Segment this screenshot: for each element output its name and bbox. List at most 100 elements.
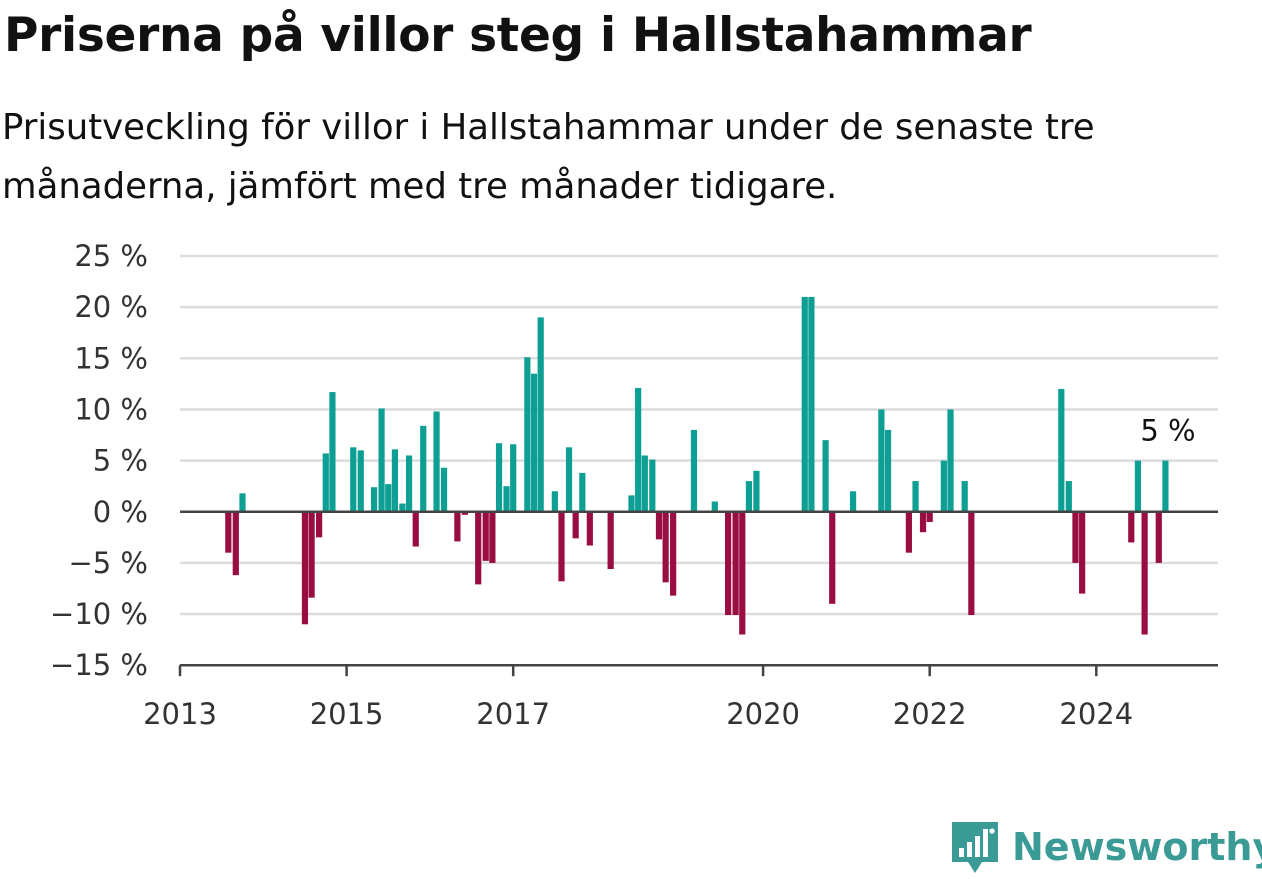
bar-negative xyxy=(558,511,565,582)
bar-negative xyxy=(1141,511,1148,635)
bar-positive xyxy=(420,425,427,512)
bar-positive xyxy=(399,503,406,512)
x-axis-labels: 2013 2015 2017 2020 2022 2024 xyxy=(143,697,1133,731)
bar-positive xyxy=(884,429,892,512)
x-tick-label: 2017 xyxy=(476,697,550,731)
bar-negative xyxy=(725,511,732,616)
y-tick-label: 0 % xyxy=(93,495,148,529)
bar-positive xyxy=(551,491,558,512)
bar-positive xyxy=(878,409,885,512)
bar-negative xyxy=(461,511,468,515)
bar-positive xyxy=(1162,460,1169,512)
bar-negative xyxy=(454,511,461,542)
bar-negative xyxy=(572,511,579,539)
bar-positive xyxy=(641,455,648,512)
bar-positive xyxy=(753,470,760,512)
bar-positive xyxy=(1065,481,1072,512)
chart-title: Priserna på villor steg i Hallstahammar xyxy=(4,8,1032,63)
bar-negative xyxy=(308,511,315,598)
bar-negative xyxy=(919,511,927,533)
bar-positive xyxy=(537,317,544,512)
bar-positive xyxy=(579,472,586,512)
bar-negative xyxy=(1155,511,1162,563)
y-tick-label: 15 % xyxy=(74,341,148,375)
annotations: 5 % xyxy=(1140,414,1195,448)
bar-positive xyxy=(239,493,246,512)
bar-negative xyxy=(732,511,739,616)
bars xyxy=(225,296,1169,635)
bar-positive xyxy=(405,455,413,512)
y-tick-label: −5 % xyxy=(68,546,148,580)
bar-positive xyxy=(961,481,968,512)
newsworthy-logo-text: Newsworthy xyxy=(1012,825,1262,869)
bar-positive xyxy=(370,487,378,512)
bar-negative xyxy=(1079,511,1086,594)
y-tick-label: 10 % xyxy=(74,392,148,426)
bar-positive xyxy=(565,447,573,512)
bar-positive xyxy=(745,481,753,512)
bar-positive xyxy=(940,460,947,512)
bar-negative xyxy=(968,511,975,616)
bar-positive xyxy=(329,392,336,512)
bar-negative xyxy=(482,511,489,561)
bar-positive xyxy=(649,459,656,512)
bar-positive xyxy=(385,484,392,512)
bar-positive xyxy=(912,481,919,512)
newsworthy-logo-icon xyxy=(952,822,998,873)
bar-negative xyxy=(586,511,593,546)
bar-positive xyxy=(628,495,635,512)
bar-positive xyxy=(1058,388,1065,512)
bar-negative xyxy=(829,511,836,604)
y-tick-label: 20 % xyxy=(74,290,148,324)
y-tick-label: −15 % xyxy=(50,648,148,682)
bar-negative xyxy=(905,511,912,553)
bar-negative xyxy=(301,511,309,625)
bar-negative xyxy=(316,511,323,538)
bar-negative xyxy=(655,511,663,540)
bar-positive xyxy=(530,373,538,512)
newsworthy-logo[interactable]: Newsworthy xyxy=(948,818,1262,876)
axes xyxy=(178,510,1218,677)
bar-positive xyxy=(440,467,448,512)
bar-positive xyxy=(808,296,815,512)
y-tick-label: −10 % xyxy=(50,597,148,631)
bar-positive xyxy=(495,443,503,512)
bar-positive xyxy=(711,501,718,512)
x-tick-label: 2013 xyxy=(143,697,217,731)
y-axis-labels: 25 % 20 % 15 % 10 % 5 % 0 % −5 % −10 % −15 % xyxy=(50,239,148,682)
bar-positive xyxy=(822,440,829,512)
x-tick-label: 2015 xyxy=(310,697,384,731)
bar-positive xyxy=(849,491,857,512)
bar-positive xyxy=(378,408,385,512)
bar-positive xyxy=(947,409,954,512)
bar-negative xyxy=(475,511,482,585)
bar-positive xyxy=(322,453,329,512)
bar-negative xyxy=(662,511,669,583)
bar-negative xyxy=(670,511,677,596)
y-tick-label: 5 % xyxy=(93,444,148,478)
x-tick-label: 2024 xyxy=(1059,697,1133,731)
bar-positive xyxy=(510,444,517,512)
bar-positive xyxy=(635,387,642,512)
bar-negative xyxy=(1072,511,1079,563)
bar-negative xyxy=(412,511,419,547)
bar-negative xyxy=(225,511,232,553)
y-tick-label: 25 % xyxy=(74,239,148,273)
bar-positive xyxy=(503,486,510,512)
bar-positive xyxy=(350,447,357,512)
bar-positive xyxy=(433,411,440,512)
x-tick-label: 2022 xyxy=(893,697,967,731)
bar-negative xyxy=(739,511,746,635)
x-tick-label: 2020 xyxy=(726,697,800,731)
chart-subtitle: Prisutveckling för villor i Hallstahamma… xyxy=(2,107,1095,207)
annotation-label: 5 % xyxy=(1140,414,1195,448)
bar-negative xyxy=(607,511,614,570)
bar-negative xyxy=(926,511,933,522)
bar-positive xyxy=(801,296,808,512)
bar-positive xyxy=(1134,460,1142,512)
bar-positive xyxy=(357,450,364,512)
bar-positive xyxy=(690,429,698,512)
bar-positive xyxy=(391,449,399,512)
bar-negative xyxy=(1128,511,1135,543)
